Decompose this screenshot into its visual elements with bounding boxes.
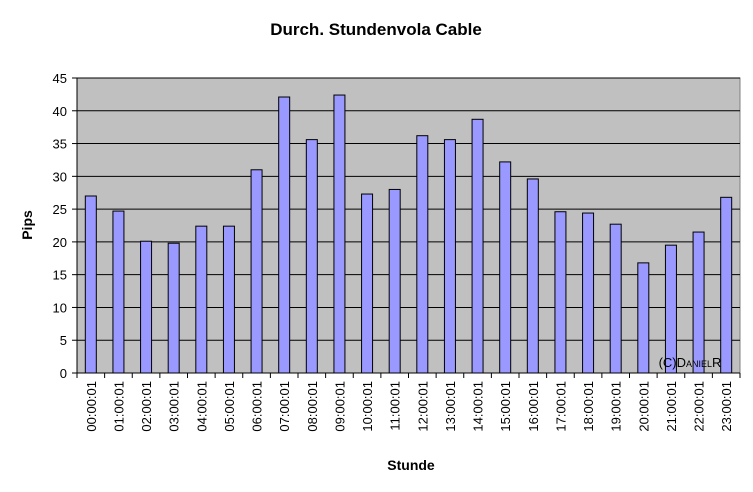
bar [333,94,346,374]
bar [582,212,595,374]
x-tick-label: 08:00:01 [305,381,320,432]
bar [471,118,484,374]
y-tick-label: 15 [53,268,67,283]
x-tick-label: 19:00:01 [609,381,624,432]
x-tick-label: 01:00:01 [111,381,126,432]
x-tick-label: 21:00:01 [664,381,679,432]
bar [443,139,456,374]
x-tick-label: 23:00:01 [719,381,734,432]
x-tick-label: 16:00:01 [526,381,541,432]
bar [222,225,235,374]
x-tick-label: 18:00:01 [581,381,596,432]
x-tick-label: 00:00:01 [84,381,99,432]
bar [526,178,539,374]
y-tick-label: 45 [53,71,67,86]
x-tick-label: 15:00:01 [498,381,513,432]
bar [278,96,291,374]
x-tick-label: 07:00:01 [277,381,292,432]
bar [609,223,622,374]
bar [84,195,97,374]
bar [305,139,318,374]
plot-area [76,77,741,374]
x-tick-label: 13:00:01 [443,381,458,432]
y-tick-label: 25 [53,202,67,217]
y-tick-label: 35 [53,137,67,152]
x-tick-label: 22:00:01 [692,381,707,432]
bar [637,262,650,374]
bar [195,225,208,374]
y-tick-label: 0 [60,366,67,381]
x-tick-label: 02:00:01 [139,381,154,432]
bar [499,161,512,374]
bar [554,211,567,374]
bar [140,240,153,374]
bar [112,210,125,374]
x-tick-label: 04:00:01 [194,381,209,432]
bar [361,193,374,374]
bar [720,196,733,374]
x-tick-label: 12:00:01 [415,381,430,432]
x-tick-label: 14:00:01 [471,381,486,432]
bar [692,231,705,374]
x-tick-label: 03:00:01 [167,381,182,432]
x-axis-label: Stunde [387,457,435,473]
bar [416,135,429,374]
x-tick-label: 09:00:01 [332,381,347,432]
x-tick-label: 11:00:01 [388,381,403,431]
y-tick-label: 30 [53,169,67,184]
chart-title: Durch. Stundenvola Cable [270,20,482,39]
bar [664,244,677,374]
bar [388,188,401,374]
y-tick-label: 40 [53,104,67,119]
y-axis-label: Pips [19,210,35,240]
x-tick-label: 17:00:01 [553,381,568,432]
bar [167,242,180,374]
y-tick-label: 20 [53,235,67,250]
annotation: (C)DanielR [659,355,722,370]
x-tick-label: 10:00:01 [360,381,375,432]
x-tick-label: 05:00:01 [222,381,237,432]
x-tick-label: 20:00:01 [636,381,651,432]
y-tick-label: 5 [60,333,67,348]
y-tick-label: 10 [53,300,67,315]
x-tick-label: 06:00:01 [250,381,265,432]
bar [250,169,263,374]
